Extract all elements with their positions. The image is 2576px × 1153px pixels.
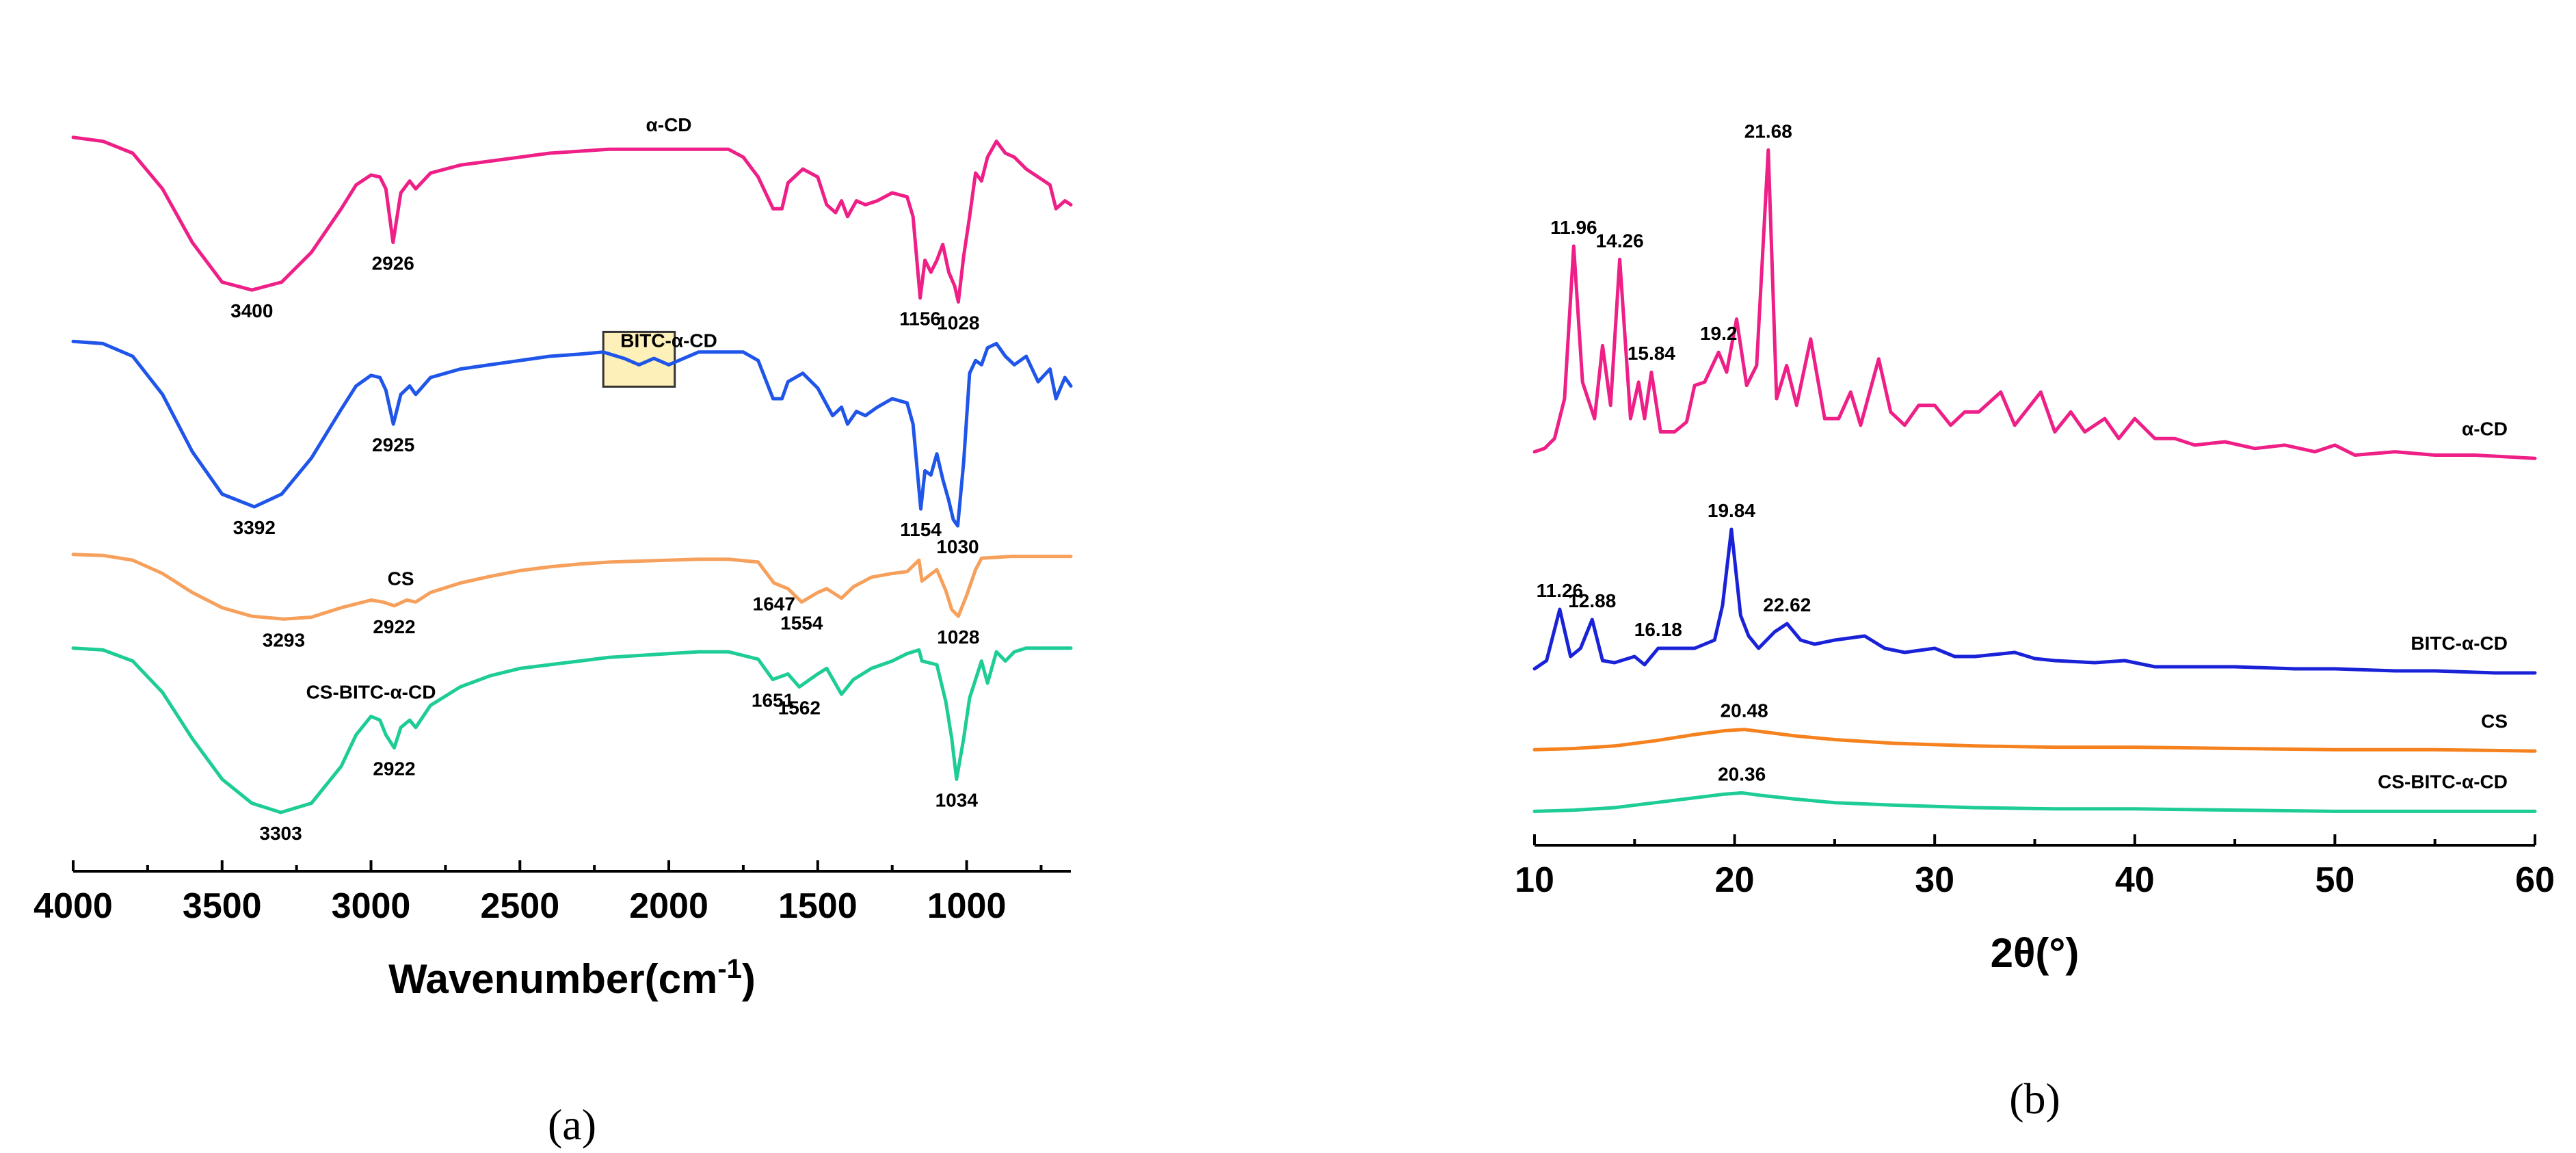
x-tick-label-60: 60 bbox=[2515, 860, 2555, 900]
x-tick-label-2000: 2000 bbox=[629, 886, 708, 926]
x-tick-label-10: 10 bbox=[1515, 860, 1554, 900]
peak-label-bitc-alpha-cd-1154: 1154 bbox=[900, 519, 942, 540]
curve-cs bbox=[71, 553, 1073, 621]
peak-label-cs-3293: 3293 bbox=[263, 629, 305, 650]
series-label-cs: CS bbox=[2481, 711, 2508, 732]
ftir-series-labels: α-CD BITC-α-CD CS CS-BITC-α-CD bbox=[306, 114, 717, 702]
peak-label-cs-bitc-alpha-cd-3303: 3303 bbox=[259, 823, 302, 844]
peak-label-bitc-alpha-cd-12-88: 12.88 bbox=[1568, 590, 1616, 611]
x-tick-label-3500: 3500 bbox=[183, 886, 262, 926]
peak-label-cs-2922: 2922 bbox=[373, 616, 415, 637]
peak-label-bitc-alpha-cd-1030: 1030 bbox=[936, 536, 979, 557]
peak-label-cs-bitc-alpha-cd-2922: 2922 bbox=[373, 758, 415, 780]
peak-label-cs-20-48: 20.48 bbox=[1721, 700, 1768, 721]
xrd-x-axis-title: 2θ(°) bbox=[1991, 930, 2080, 976]
series-label-alpha-cd: α-CD bbox=[2462, 418, 2508, 439]
x-tick-label-30: 30 bbox=[1915, 860, 1954, 900]
series-label-cs: CS bbox=[388, 568, 414, 589]
series-label-alpha-cd: α-CD bbox=[646, 114, 692, 135]
peak-label-alpha-cd-2926: 2926 bbox=[372, 253, 414, 274]
peak-label-cs-1554: 1554 bbox=[780, 612, 823, 633]
peak-label-alpha-cd-19-2: 19.2 bbox=[1700, 323, 1738, 344]
x-tick-label-2500: 2500 bbox=[480, 886, 559, 926]
curve-bitc-alpha-cd bbox=[1532, 527, 2537, 675]
x-tick-label-3000: 3000 bbox=[332, 886, 411, 926]
ftir-panel: 3400292611561028339229251154103032932922… bbox=[34, 114, 1073, 1149]
ftir-peak-labels: 3400292611561028339229251154103032932922… bbox=[230, 253, 979, 845]
peak-label-alpha-cd-1156: 1156 bbox=[899, 308, 941, 330]
x-tick-label-4000: 4000 bbox=[34, 886, 113, 926]
peak-label-alpha-cd-14-26: 14.26 bbox=[1596, 230, 1644, 251]
xrd-curves bbox=[1532, 148, 2537, 813]
xrd-series-labels: α-CD BITC-α-CD CS CS-BITC-α-CD bbox=[2378, 418, 2508, 792]
series-label-bitc-alpha-cd: BITC-α-CD bbox=[2411, 633, 2508, 654]
series-label-cs-bitc-alpha-cd: CS-BITC-α-CD bbox=[2378, 771, 2508, 792]
peak-label-cs-1647: 1647 bbox=[753, 593, 795, 614]
peak-label-bitc-alpha-cd-16-18: 16.18 bbox=[1634, 619, 1682, 640]
curve-alpha-cd bbox=[71, 135, 1073, 304]
ftir-x-ticks: 4000 3500 3000 2500 2000 1500 1000 bbox=[34, 860, 1043, 926]
x-tick-label-1500: 1500 bbox=[778, 886, 858, 926]
curve-cs-bitc-alpha-cd bbox=[71, 646, 1073, 814]
peak-label-cs-1028: 1028 bbox=[937, 626, 979, 648]
x-tick-label-50: 50 bbox=[2315, 860, 2354, 900]
xrd-x-ticks: 10 20 30 40 50 60 bbox=[1515, 834, 2555, 900]
peak-label-bitc-alpha-cd-22-62: 22.62 bbox=[1763, 594, 1811, 615]
peak-label-cs-bitc-alpha-cd-1034: 1034 bbox=[935, 789, 979, 810]
peak-label-cs-bitc-alpha-cd-1651: 1651 bbox=[752, 690, 794, 711]
x-tick-label-20: 20 bbox=[1715, 860, 1755, 900]
peak-label-alpha-cd-1028: 1028 bbox=[937, 313, 979, 334]
ftir-x-axis-title: Wavenumber(cm-1) bbox=[388, 954, 756, 1002]
curve-bitc-alpha-cd bbox=[71, 339, 1073, 528]
peak-label-alpha-cd-21-68: 21.68 bbox=[1744, 120, 1792, 142]
x-tick-label-40: 40 bbox=[2115, 860, 2155, 900]
series-label-cs-bitc-alpha-cd: CS-BITC-α-CD bbox=[306, 682, 436, 703]
ftir-curves bbox=[71, 135, 1073, 814]
panel-label-b: (b) bbox=[2009, 1074, 2060, 1123]
peak-label-bitc-alpha-cd-3392: 3392 bbox=[233, 517, 276, 538]
peak-label-bitc-alpha-cd-2925: 2925 bbox=[372, 434, 414, 455]
panel-label-a: (a) bbox=[548, 1100, 596, 1149]
peak-label-bitc-alpha-cd-19-84: 19.84 bbox=[1708, 500, 1755, 521]
peak-label-alpha-cd-3400: 3400 bbox=[230, 300, 273, 321]
peak-label-bitc-alpha-cd-11-26: 11.26 bbox=[1537, 580, 1584, 601]
highlight-box bbox=[602, 330, 676, 388]
peak-label-cs-bitc-alpha-cd-20-36: 20.36 bbox=[1718, 763, 1766, 784]
peak-label-cs-bitc-alpha-cd-1562: 1562 bbox=[778, 697, 821, 718]
series-label-bitc-alpha-cd: BITC-α-CD bbox=[620, 330, 717, 351]
x-tick-label-1000: 1000 bbox=[927, 886, 1007, 926]
curve-alpha-cd bbox=[1532, 148, 2537, 460]
curve-cs-bitc-alpha-cd bbox=[1532, 791, 2537, 813]
curve-cs bbox=[1532, 728, 2537, 753]
peak-label-alpha-cd-11-96: 11.96 bbox=[1550, 217, 1597, 238]
peak-label-alpha-cd-15-84: 15.84 bbox=[1628, 343, 1675, 364]
